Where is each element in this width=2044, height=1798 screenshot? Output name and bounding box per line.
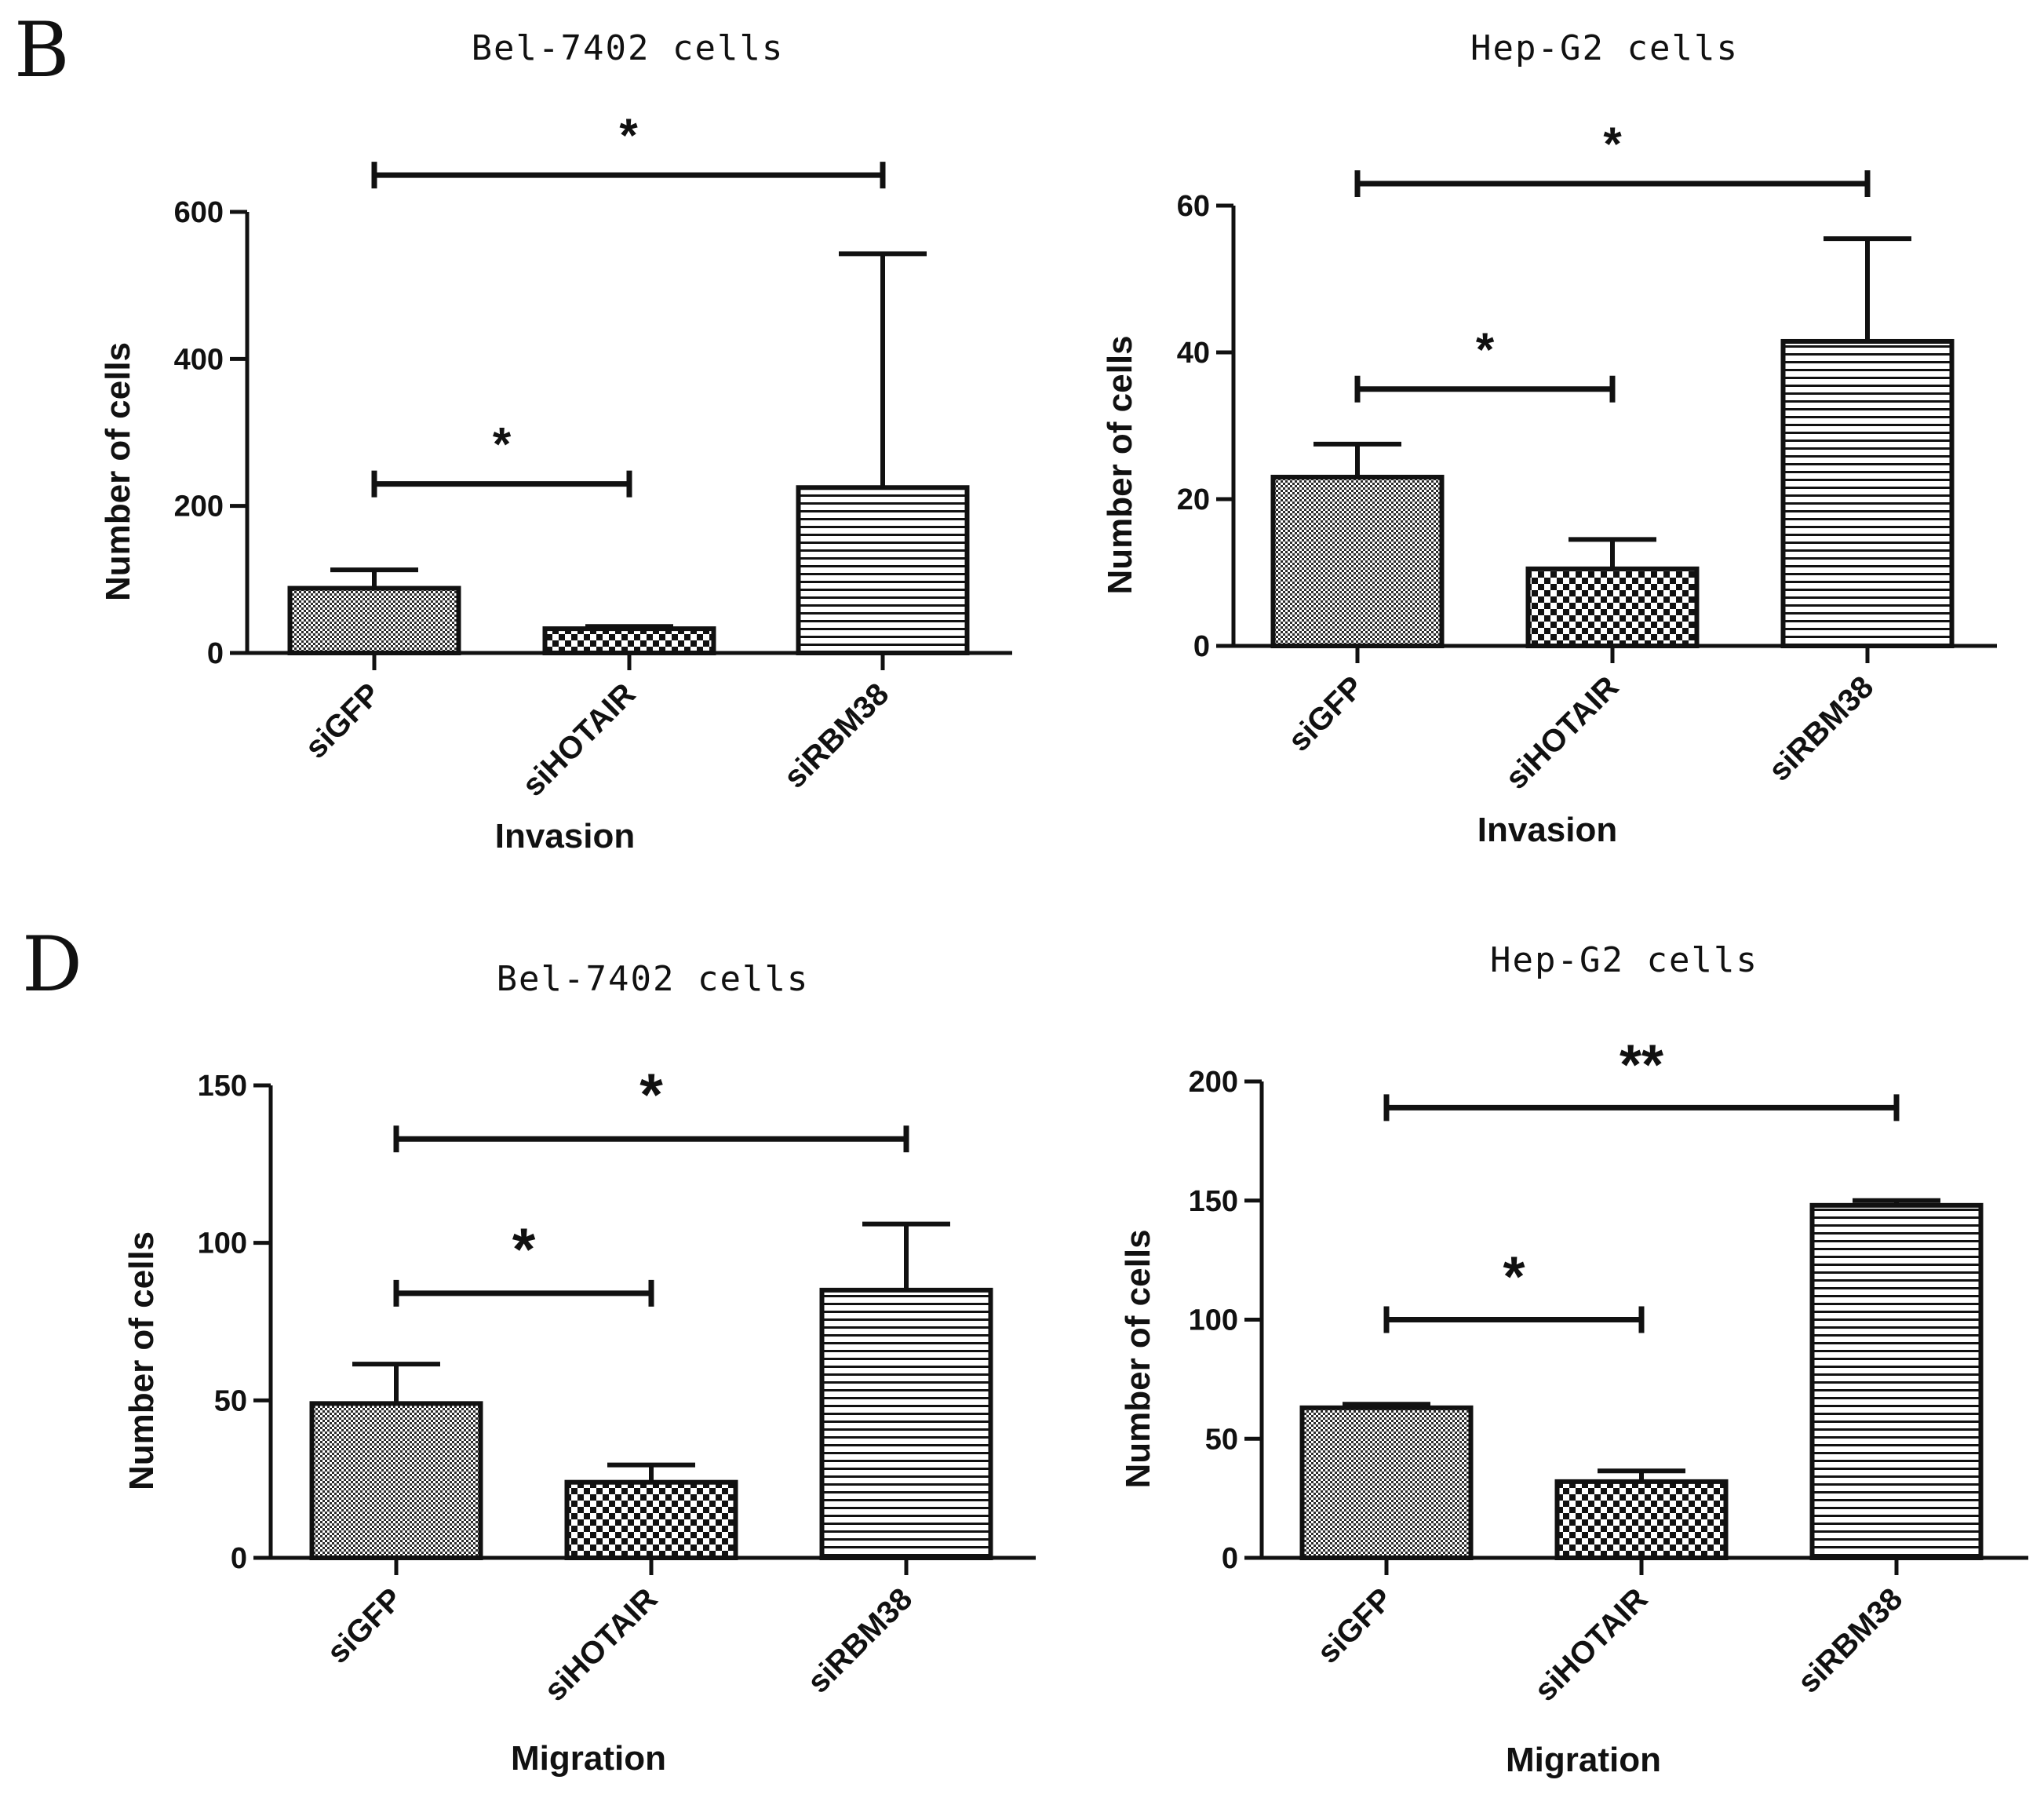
category-label-siHOTAIR: siHOTAIR	[537, 1581, 664, 1708]
y-tick-label: 50	[1205, 1423, 1238, 1456]
significance-star: *	[493, 418, 512, 471]
chart-4: Hep-G2 cells 0 50 100 150 200 Number of cells s…	[1119, 940, 2028, 1779]
y-tick-label: 0	[207, 637, 224, 670]
chart-title: Hep-G2 cells	[1490, 940, 1758, 980]
bar-siRBM38	[1780, 338, 1955, 648]
y-tick-label: 60	[1177, 190, 1210, 223]
category-label-siGFP: siGFP	[321, 1581, 410, 1670]
bar-siHOTAIR	[1554, 1479, 1729, 1561]
y-tick-label: 150	[198, 1070, 247, 1103]
bar-siHOTAIR	[542, 626, 716, 656]
bar-siRBM38	[819, 1287, 993, 1561]
significance-star: **	[1620, 1034, 1663, 1096]
category-label-siRBM38: siRBM38	[801, 1581, 920, 1700]
y-tick-label: 0	[1193, 630, 1210, 663]
y-tick-label: 0	[231, 1542, 247, 1575]
category-label-siRBM38: siRBM38	[1762, 669, 1881, 788]
y-axis-label: Number of cells	[122, 1231, 161, 1490]
bar-siRBM38	[796, 485, 970, 655]
x-axis-label: Migration	[511, 1739, 666, 1778]
y-tick-label: 50	[214, 1384, 247, 1417]
significance-star: *	[1476, 323, 1495, 376]
y-tick-label: 200	[174, 491, 224, 523]
significance-star: *	[639, 1062, 663, 1129]
y-tick-label: 150	[1189, 1185, 1238, 1218]
y-tick-label: 20	[1177, 483, 1210, 516]
category-label-siRBM38: siRBM38	[778, 677, 896, 795]
y-tick-label: 200	[1189, 1066, 1238, 1099]
bar-siHOTAIR	[564, 1479, 738, 1561]
bar-siGFP	[287, 585, 461, 655]
chart-title: Bel-7402 cells	[472, 28, 785, 68]
bar-siGFP	[1299, 1405, 1474, 1561]
bar-siGFP	[1270, 474, 1445, 649]
y-axis-label: Number of cells	[1119, 1229, 1157, 1488]
category-label-siGFP: siGFP	[299, 677, 388, 765]
category-label-siGFP: siGFP	[1311, 1581, 1400, 1670]
chart-title: Hep-G2 cells	[1470, 28, 1739, 68]
y-axis-label: Number of cells	[99, 342, 137, 601]
panel-letter-d: D	[22, 921, 82, 1008]
y-tick-label: 40	[1177, 337, 1210, 370]
category-label-siHOTAIR: siHOTAIR	[1528, 1581, 1654, 1708]
significance-star: *	[619, 109, 638, 162]
bar-siRBM38	[1809, 1202, 1984, 1560]
y-tick-label: 400	[174, 343, 224, 376]
significance-star: *	[1503, 1246, 1525, 1309]
panel-letter-b: B	[14, 6, 70, 94]
bar-siGFP	[309, 1401, 483, 1561]
x-axis-label: Invasion	[495, 817, 636, 855]
category-label-siHOTAIR: siHOTAIR	[1499, 669, 1625, 796]
x-axis-label: Invasion	[1477, 811, 1618, 849]
y-tick-label: 100	[198, 1227, 247, 1260]
chart-3: Bel-7402 cells 0 50 100 150 Number of cells si…	[122, 959, 1036, 1778]
significance-star: *	[512, 1216, 536, 1283]
chart-title: Bel-7402 cells	[497, 959, 810, 999]
y-tick-label: 600	[174, 196, 224, 229]
category-label-siGFP: siGFP	[1282, 669, 1371, 758]
bar-siHOTAIR	[1525, 566, 1700, 649]
category-label-siHOTAIR: siHOTAIR	[516, 677, 642, 803]
chart-2: Hep-G2 cells 0 20 40 60 Number of cells siGFP s…	[1101, 28, 1997, 849]
y-tick-label: 100	[1189, 1304, 1238, 1337]
x-axis-label: Migration	[1506, 1741, 1661, 1779]
category-label-siRBM38: siRBM38	[1791, 1581, 1910, 1700]
y-axis-label: Number of cells	[1101, 335, 1139, 594]
y-tick-label: 0	[1222, 1542, 1238, 1575]
chart-1: Bel-7402 cells 0 200 400 600 Number of cells s…	[99, 28, 1012, 855]
significance-star: *	[1603, 118, 1622, 170]
